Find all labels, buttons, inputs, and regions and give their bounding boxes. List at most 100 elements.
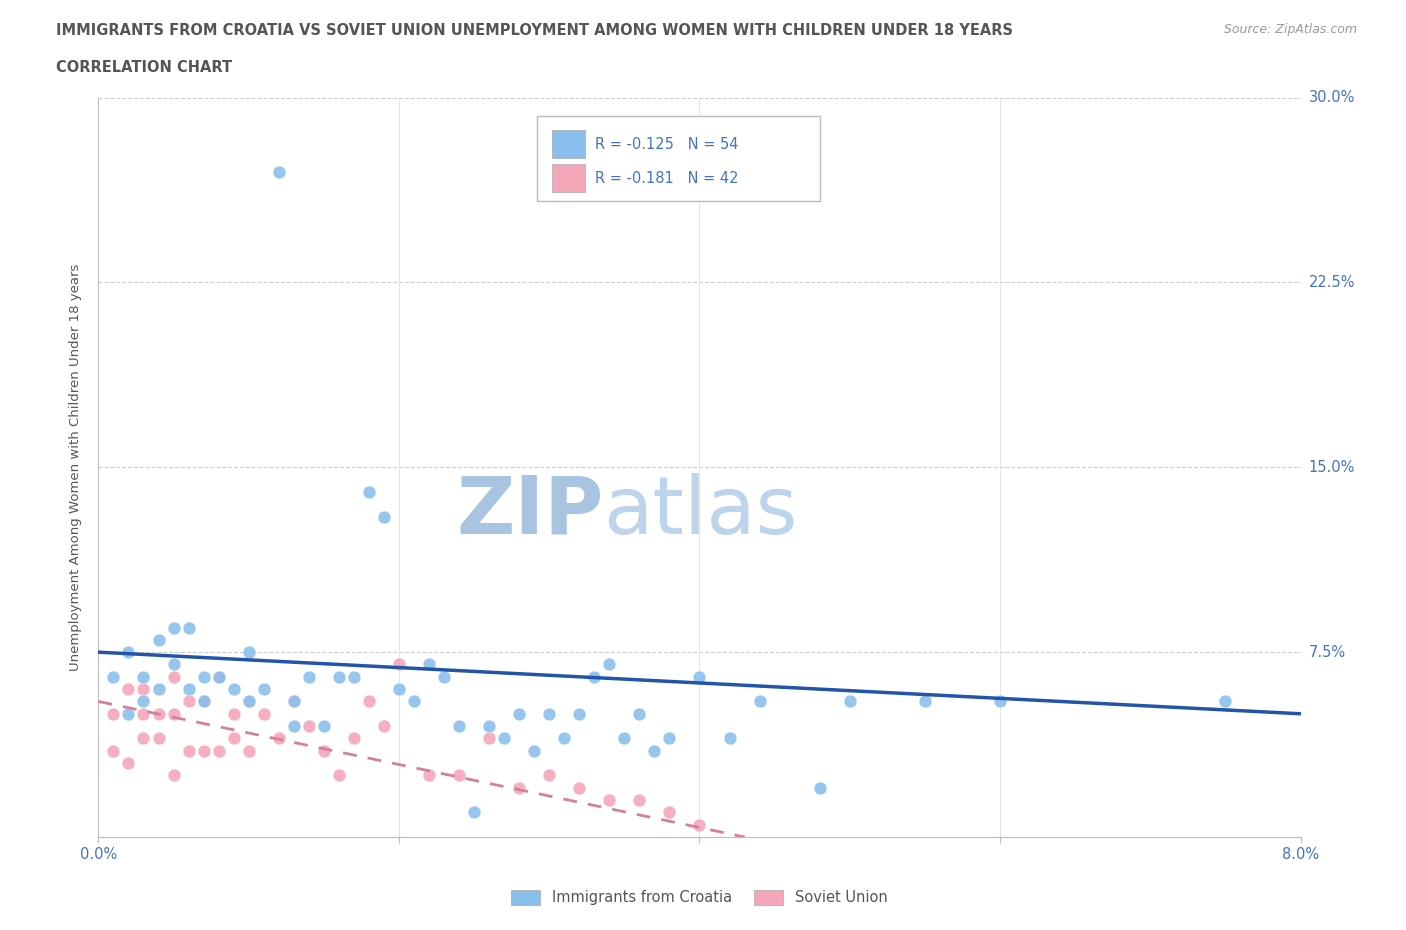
Point (447, 719, 470, 734)
Point (553, 731, 575, 746)
Point (103, 743, 125, 758)
Point (357, 485, 380, 499)
Point (222, 682, 245, 697)
Text: 15.0%: 15.0% (1309, 459, 1355, 475)
Point (613, 731, 636, 746)
Point (162, 707, 184, 722)
Point (222, 731, 245, 746)
Y-axis label: Unemployment Among Women with Children Under 18 years: Unemployment Among Women with Children U… (69, 263, 83, 671)
Point (132, 694, 155, 709)
Point (914, 694, 936, 709)
Text: atlas: atlas (603, 472, 797, 551)
Point (253, 707, 276, 722)
Point (177, 682, 200, 697)
Point (388, 682, 411, 697)
Point (658, 804, 681, 820)
Point (508, 780, 530, 795)
Text: 30.0%: 30.0% (1309, 90, 1355, 105)
Point (298, 670, 321, 684)
Point (418, 657, 440, 671)
Point (162, 670, 184, 684)
Point (373, 510, 395, 525)
Point (117, 707, 139, 722)
Point (598, 657, 620, 671)
Bar (537, 116, 820, 201)
Bar (551, 130, 585, 158)
Point (583, 670, 606, 684)
Point (148, 707, 170, 722)
Text: CORRELATION CHART: CORRELATION CHART (56, 60, 232, 75)
Point (132, 670, 155, 684)
Text: Source: ZipAtlas.com: Source: ZipAtlas.com (1223, 23, 1357, 36)
Point (478, 731, 501, 746)
Point (298, 719, 321, 734)
Point (162, 768, 184, 783)
Point (193, 743, 215, 758)
Text: IMMIGRANTS FROM CROATIA VS SOVIET UNION UNEMPLOYMENT AMONG WOMEN WITH CHILDREN U: IMMIGRANTS FROM CROATIA VS SOVIET UNION … (56, 23, 1014, 38)
Point (478, 719, 501, 734)
Point (162, 657, 184, 671)
Point (148, 731, 170, 746)
Point (1215, 694, 1237, 709)
Point (312, 743, 335, 758)
Point (718, 731, 741, 746)
Point (117, 755, 139, 770)
Point (103, 670, 125, 684)
Point (283, 719, 305, 734)
Point (568, 707, 591, 722)
Point (283, 694, 305, 709)
Point (238, 644, 260, 659)
Point (568, 780, 591, 795)
Point (103, 707, 125, 722)
Point (132, 707, 155, 722)
Point (373, 719, 395, 734)
Text: R = -0.181   N = 42: R = -0.181 N = 42 (595, 171, 738, 186)
Point (598, 792, 620, 807)
Text: ZIP: ZIP (456, 472, 603, 551)
Point (808, 780, 831, 795)
Point (538, 707, 561, 722)
Point (208, 743, 231, 758)
Point (628, 792, 651, 807)
Point (658, 731, 681, 746)
Text: 22.5%: 22.5% (1309, 275, 1355, 290)
Point (402, 694, 425, 709)
Point (388, 657, 411, 671)
Point (312, 719, 335, 734)
Text: 7.5%: 7.5% (1309, 644, 1346, 659)
Point (433, 670, 456, 684)
Point (447, 768, 470, 783)
Point (643, 743, 665, 758)
Legend: Immigrants from Croatia, Soviet Union: Immigrants from Croatia, Soviet Union (505, 884, 894, 911)
Point (748, 694, 770, 709)
Point (283, 694, 305, 709)
Point (343, 670, 366, 684)
Point (208, 670, 231, 684)
Point (253, 682, 276, 697)
Point (162, 620, 184, 635)
Point (267, 164, 290, 179)
Point (508, 707, 530, 722)
Point (193, 694, 215, 709)
Point (222, 707, 245, 722)
Point (193, 694, 215, 709)
Point (117, 682, 139, 697)
Point (177, 694, 200, 709)
Point (177, 743, 200, 758)
Point (238, 743, 260, 758)
Point (628, 707, 651, 722)
Point (494, 731, 516, 746)
Point (177, 620, 200, 635)
Point (357, 694, 380, 709)
Point (988, 694, 1011, 709)
Point (343, 731, 366, 746)
Point (238, 694, 260, 709)
Point (688, 670, 710, 684)
Point (238, 694, 260, 709)
Point (132, 682, 155, 697)
Point (267, 731, 290, 746)
Point (117, 644, 139, 659)
Bar (551, 165, 585, 193)
Point (208, 670, 231, 684)
Point (193, 670, 215, 684)
